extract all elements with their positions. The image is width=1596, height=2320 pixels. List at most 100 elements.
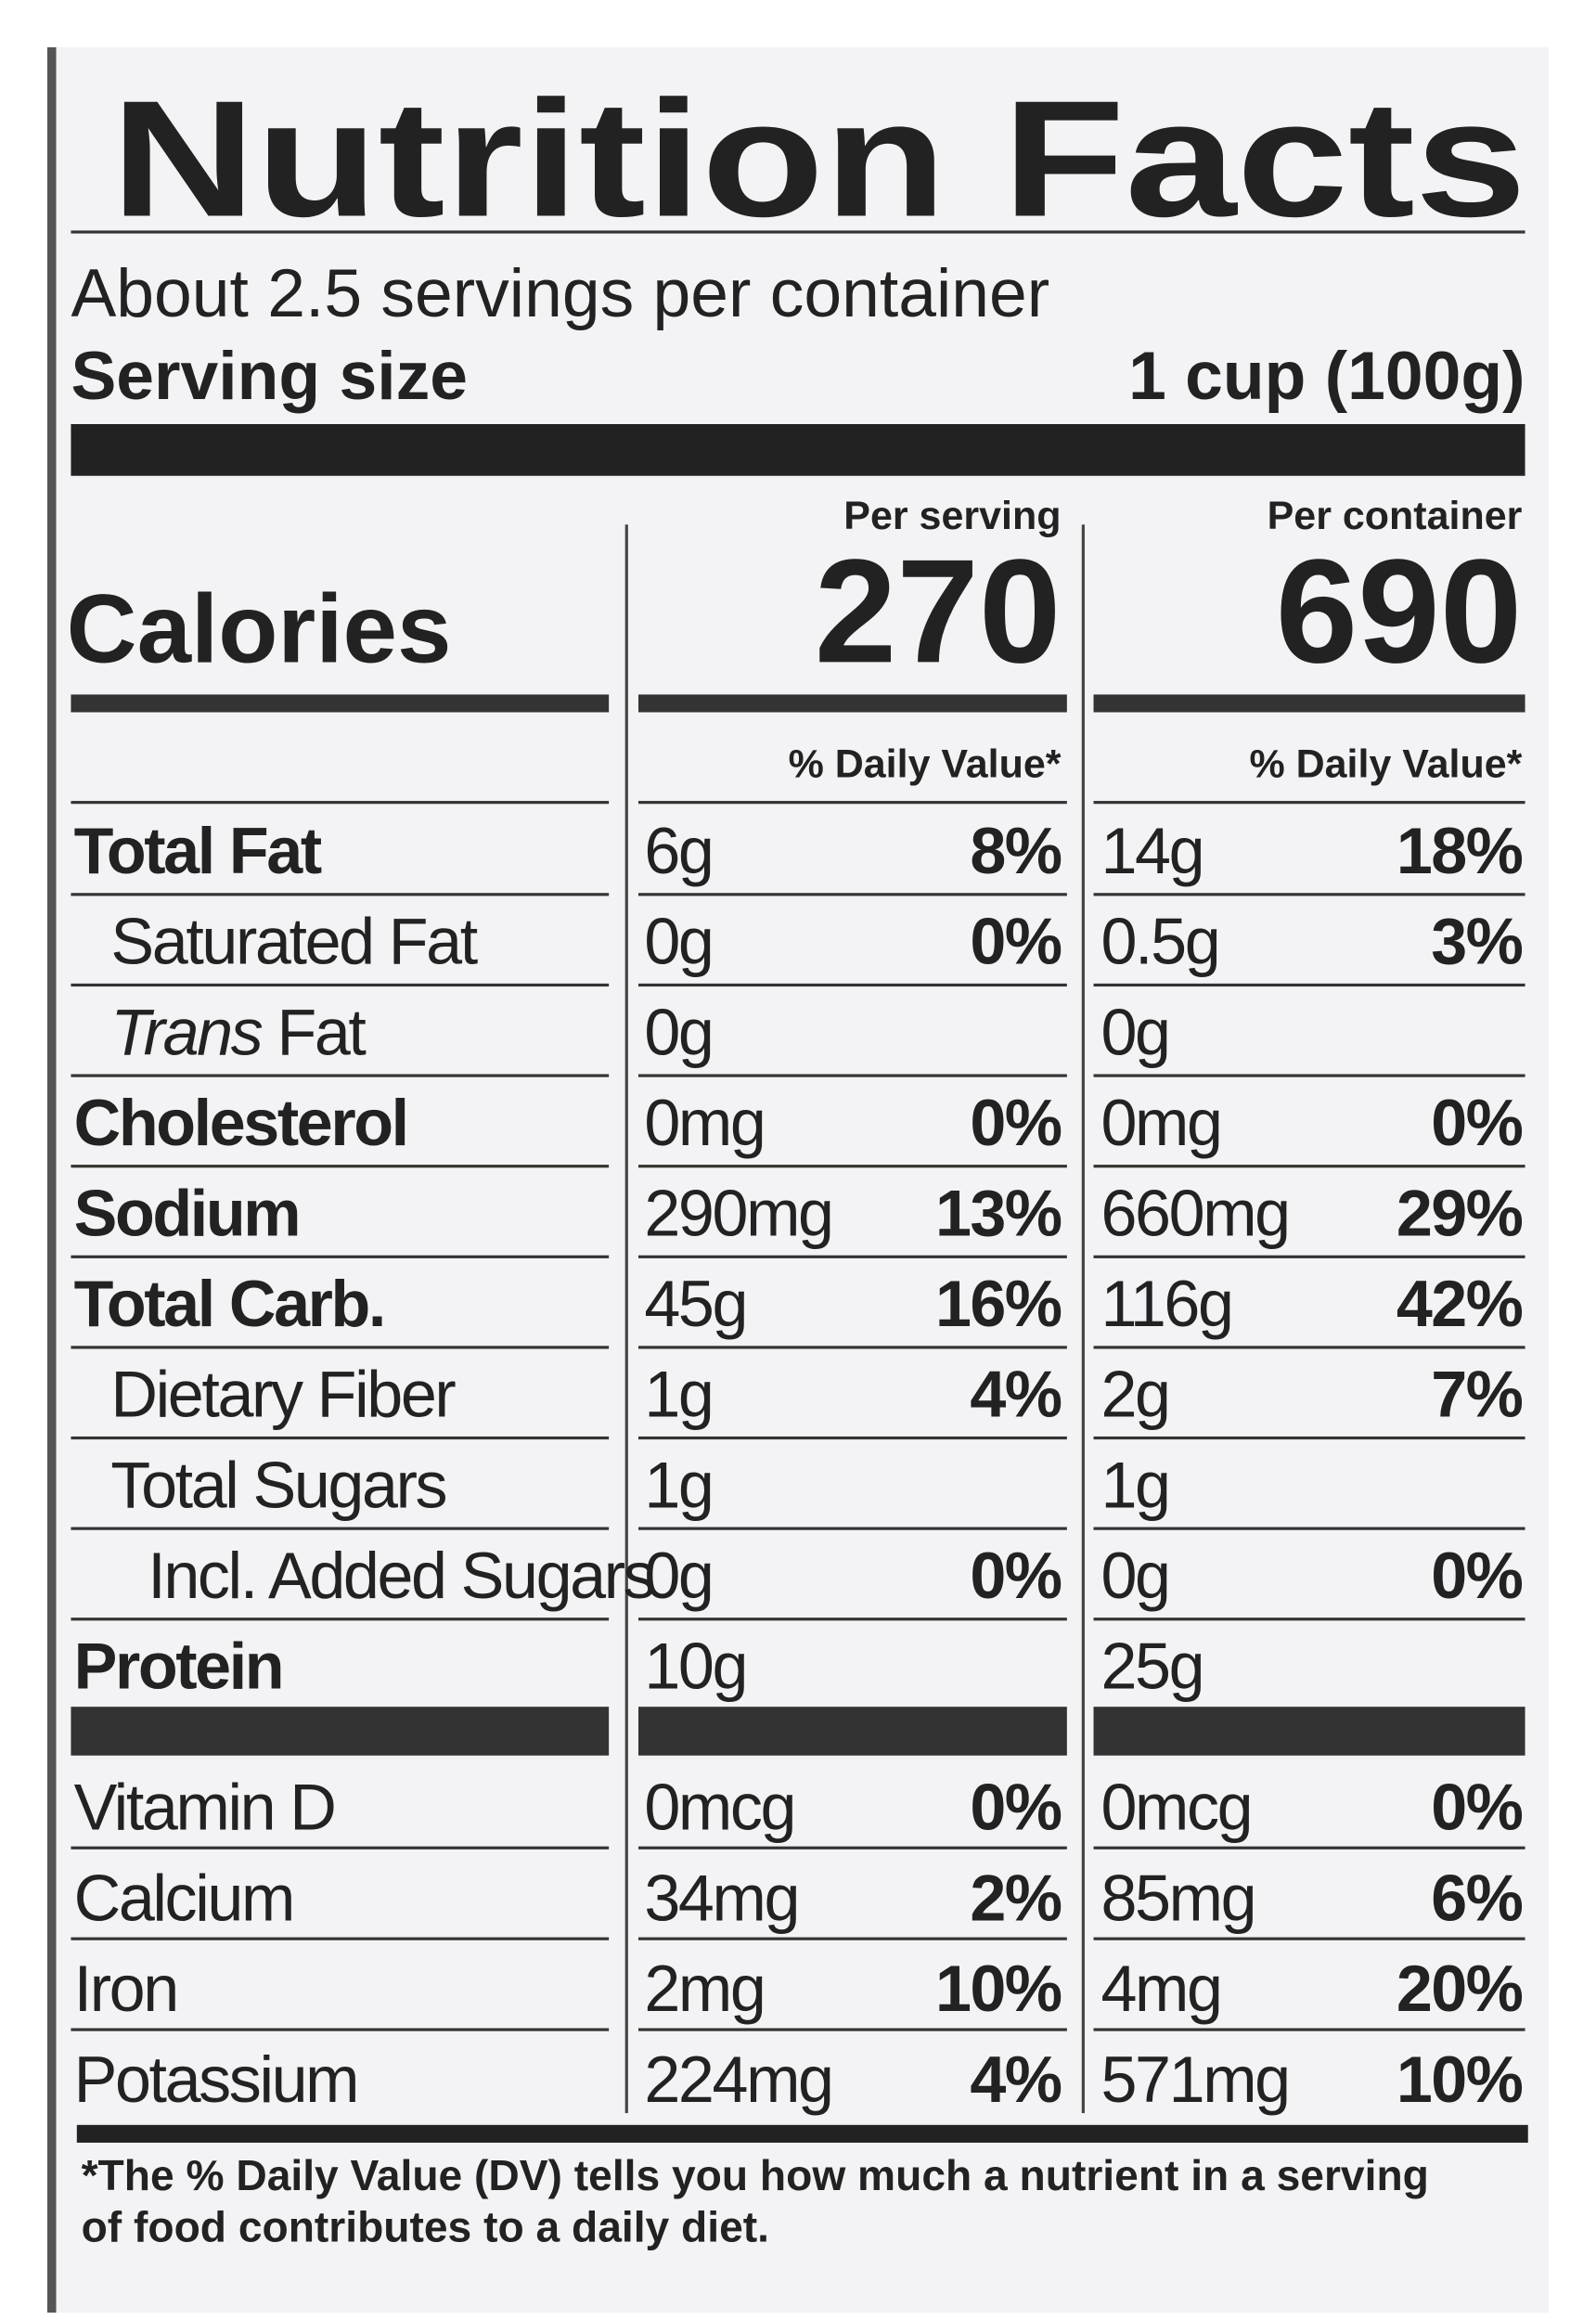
- rule: [638, 1074, 1067, 1077]
- rule: [638, 1618, 1067, 1621]
- amount: 0mg: [1100, 1087, 1220, 1159]
- daily-value: 7%: [1431, 1359, 1522, 1431]
- rule: [638, 1937, 1067, 1940]
- rule: [71, 1165, 610, 1168]
- daily-value: 4%: [970, 1359, 1061, 1431]
- rule: [638, 801, 1067, 805]
- rule: [638, 1436, 1067, 1440]
- daily-value: 6%: [1431, 1862, 1522, 1934]
- rule: [1093, 983, 1525, 987]
- rule: [1093, 1346, 1525, 1349]
- label-edge: [46, 46, 57, 2314]
- daily-value: 0%: [1431, 1771, 1522, 1843]
- rule: [71, 983, 610, 987]
- amount: 0g: [644, 906, 712, 978]
- amount: 14g: [1100, 815, 1203, 887]
- amount: 0g: [1100, 1540, 1168, 1612]
- nutrient-name: Dietary Fiber: [110, 1359, 456, 1431]
- daily-value: 18%: [1396, 815, 1523, 887]
- amount: 0g: [644, 1540, 712, 1612]
- calories-value: 690: [1276, 528, 1523, 693]
- column-heading: Per serving: [843, 494, 1061, 538]
- rule: [1093, 1937, 1525, 1940]
- thick-bar: [71, 424, 1525, 476]
- rule: [71, 2028, 610, 2031]
- daily-value: 0%: [970, 1540, 1061, 1612]
- daily-value: 29%: [1396, 1178, 1523, 1250]
- thick-bar: [1093, 1707, 1525, 1756]
- nutrient-name: Total Carb.: [74, 1268, 384, 1340]
- daily-value: 8%: [970, 815, 1061, 887]
- serving-size-label: Serving size: [71, 338, 468, 414]
- thick-bar: [638, 1707, 1067, 1756]
- title: Nutrition Facts: [110, 66, 1526, 251]
- nutrient-name: Total Fat: [74, 815, 322, 887]
- column-divider: [624, 524, 628, 2114]
- amount: 1g: [644, 1359, 712, 1431]
- rule: [71, 1346, 610, 1349]
- nutrient-name-rest: Fat: [277, 996, 366, 1068]
- daily-value: 10%: [935, 1953, 1062, 2025]
- amount: 25g: [1100, 1630, 1203, 1703]
- amount: 0mcg: [1100, 1771, 1251, 1843]
- nutrient-name: Protein: [74, 1630, 283, 1703]
- daily-value: 3%: [1431, 906, 1522, 978]
- dv-heading: % Daily Value*: [1249, 742, 1522, 787]
- rule: [638, 2028, 1067, 2031]
- daily-value: 10%: [1396, 2043, 1523, 2116]
- nutrient-name: Potassium: [74, 2043, 358, 2116]
- daily-value: 0%: [970, 1087, 1061, 1159]
- thick-rule: [638, 694, 1067, 713]
- daily-value: 0%: [1431, 1087, 1522, 1159]
- dv-heading: % Daily Value*: [789, 742, 1062, 787]
- rule: [638, 1846, 1067, 1850]
- footnote: of food contributes to a daily diet.: [82, 2203, 769, 2251]
- footnote: *The % Daily Value (DV) tells you how mu…: [82, 2151, 1429, 2199]
- column-heading: Per container: [1268, 494, 1523, 538]
- rule: [638, 1346, 1067, 1349]
- rule: [71, 1074, 610, 1077]
- amount: 4mg: [1100, 1953, 1220, 2025]
- amount: 116g: [1100, 1268, 1231, 1340]
- thick-rule: [1093, 694, 1525, 713]
- rule: [71, 1255, 610, 1258]
- calories-label: Calories: [67, 574, 452, 683]
- rule: [638, 1255, 1067, 1258]
- rule: [71, 1618, 610, 1621]
- nutrient-name: Calcium: [74, 1862, 293, 1934]
- daily-value: 0%: [970, 1771, 1061, 1843]
- amount: 660mg: [1100, 1178, 1288, 1250]
- amount: 10g: [644, 1630, 746, 1703]
- amount: 0g: [644, 996, 712, 1068]
- rule: [638, 1527, 1067, 1530]
- amount: 2mg: [644, 1953, 764, 2025]
- rule: [71, 1527, 610, 1530]
- rule: [1093, 1436, 1525, 1440]
- daily-value: 0%: [970, 906, 1061, 978]
- nutrient-name: Total Sugars: [110, 1449, 445, 1521]
- nutrient-name: Vitamin D: [74, 1771, 335, 1843]
- rule: [1093, 1846, 1525, 1850]
- amount: 290mg: [644, 1178, 831, 1250]
- rule: [638, 1165, 1067, 1168]
- nutrient-name: Saturated Fat: [110, 906, 477, 978]
- rule: [71, 1937, 610, 1940]
- amount: 2g: [1100, 1359, 1168, 1431]
- rule: [1093, 1618, 1525, 1621]
- rule: [1093, 2028, 1525, 2031]
- column-divider: [1081, 524, 1085, 2114]
- amount: 0.5g: [1100, 906, 1218, 978]
- calories-value: 270: [815, 528, 1062, 693]
- daily-value: 0%: [1431, 1540, 1522, 1612]
- daily-value: 16%: [935, 1268, 1062, 1340]
- thick-bar: [76, 2124, 1528, 2143]
- thick-bar: [71, 1707, 610, 1756]
- nutrient-name: Trans Fat: [110, 996, 366, 1068]
- amount: 85mg: [1100, 1862, 1255, 1934]
- amount: 0g: [1100, 996, 1168, 1068]
- thick-rule: [71, 694, 610, 713]
- amount: 34mg: [644, 1862, 798, 1934]
- amount: 1g: [644, 1449, 712, 1521]
